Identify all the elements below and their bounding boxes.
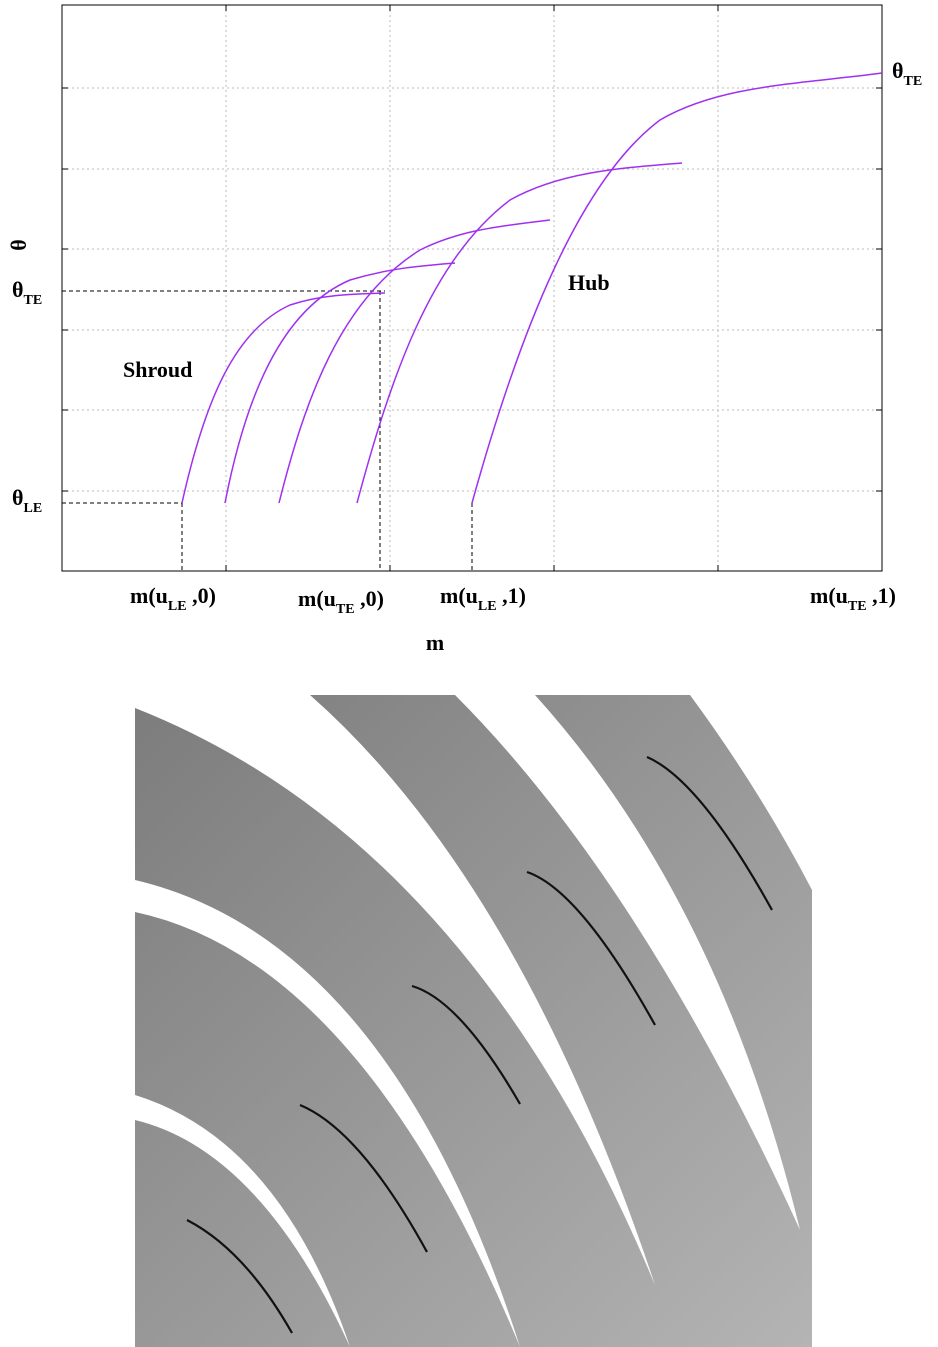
figure: θ θTE θLE θTE Shroud Hub m(uLE ,0) m(uTE…	[0, 0, 938, 1347]
theta-le-label: θLE	[12, 485, 42, 516]
x-label: m(uLE ,1)	[440, 583, 526, 614]
y-axis-label: θ	[6, 239, 31, 250]
x-label: m(uLE ,0)	[130, 583, 216, 614]
shroud-label: Shroud	[123, 357, 192, 382]
theta-te-label: θTE	[12, 277, 42, 308]
grid	[62, 5, 882, 571]
plot-frame	[62, 5, 882, 571]
page: θ θTE θLE θTE Shroud Hub m(uLE ,0) m(uTE…	[0, 0, 938, 1347]
x-axis-label: m	[426, 630, 444, 655]
x-label: m(uTE ,1)	[810, 583, 896, 614]
ticks	[62, 5, 882, 571]
theta-te-right-label: θTE	[892, 58, 922, 89]
x-label: m(uTE ,0)	[298, 586, 384, 617]
plot: θ θTE θLE θTE Shroud Hub m(uLE ,0) m(uTE…	[6, 5, 922, 655]
camber-curves	[182, 73, 882, 503]
dashed-guides	[62, 291, 472, 571]
blade-render	[135, 695, 812, 1347]
hub-label: Hub	[568, 270, 610, 295]
